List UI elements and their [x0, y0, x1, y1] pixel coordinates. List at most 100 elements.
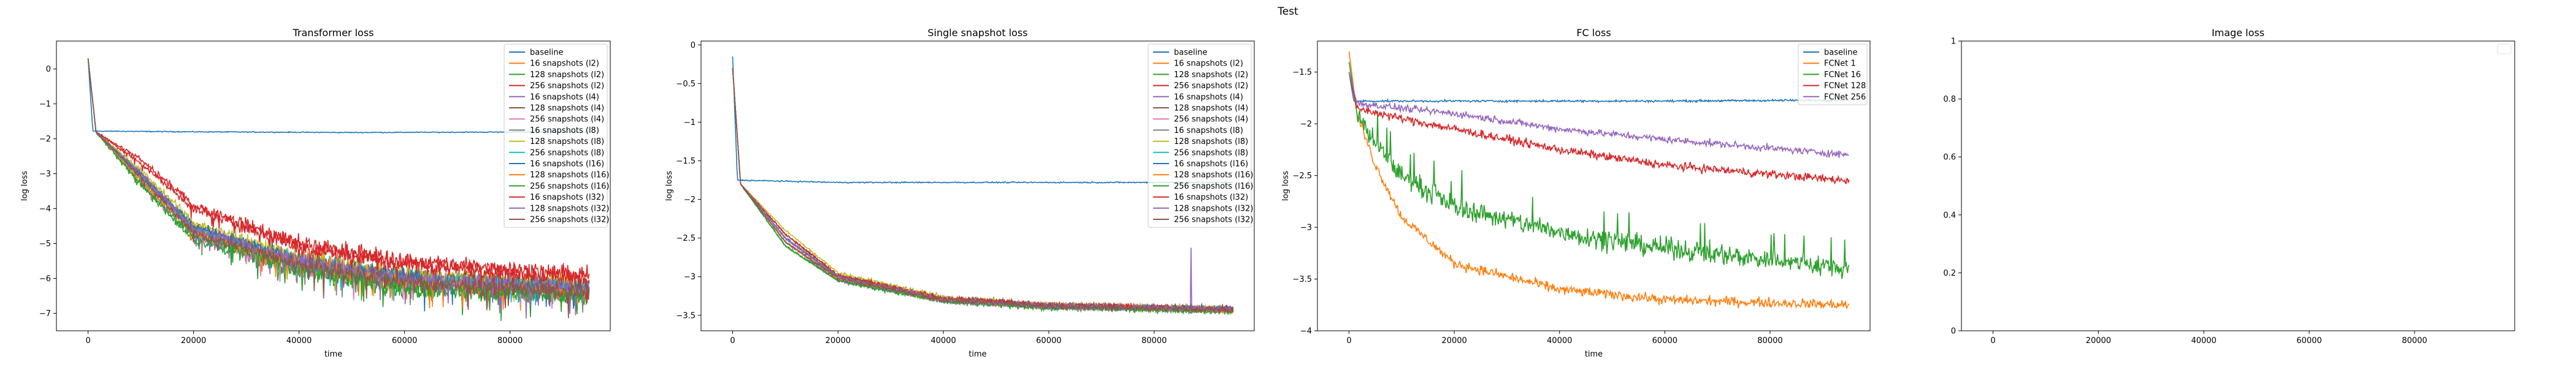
- y-tick-label: 0.6: [1943, 153, 1956, 162]
- x-axis-label: time: [1585, 350, 1603, 359]
- legend-label: FCNet 256: [1824, 92, 1866, 102]
- chart-panel-1: Transformer loss 0 20000 40000 60000 80000 −7 −…: [20, 27, 611, 359]
- legend-label: 128 snapshots (l16): [1174, 171, 1253, 180]
- chart-panel-2: Single snapshot loss 0 20000 40000 60000 8000…: [665, 27, 1255, 359]
- x-axis-label: time: [324, 350, 342, 359]
- y-tick-label: −3.5: [1292, 275, 1312, 284]
- x-tick-label: 40000: [2191, 336, 2216, 345]
- y-tick-label: −4: [39, 205, 51, 214]
- x-tick-label: 60000: [1036, 336, 1061, 345]
- y-axis-label: log loss: [665, 171, 674, 201]
- legend-label: 16 snapshots (l4): [1174, 92, 1243, 102]
- y-tick-label: 0: [691, 41, 696, 50]
- legend-label: baseline: [530, 48, 563, 58]
- axes-frame: [1317, 40, 1871, 331]
- legend-box-empty: [2497, 43, 2512, 55]
- legend-label: 128 snapshots (l4): [530, 104, 604, 113]
- series-group: [732, 56, 1234, 315]
- legend-label: 128 snapshots (l16): [530, 171, 609, 180]
- legend-box: [1798, 43, 1868, 105]
- x-tick-label: 80000: [2402, 336, 2427, 345]
- x-tick-label: 20000: [181, 336, 206, 345]
- legend-label: baseline: [1824, 48, 1857, 58]
- legend-label: 256 snapshots (l4): [530, 115, 604, 124]
- y-tick-label: 0: [46, 65, 51, 74]
- x-tick-label: 20000: [1441, 336, 1466, 345]
- x-tick-label: 40000: [286, 336, 312, 345]
- legend-label: 256 snapshots (l16): [1174, 182, 1253, 191]
- y-tick-label: −2: [684, 195, 696, 205]
- legend-label: 256 snapshots (l2): [530, 81, 604, 91]
- x-tick-label: 0: [730, 336, 735, 345]
- chart-title: Single snapshot loss: [927, 27, 1027, 39]
- legend-label: 128 snapshots (l32): [1174, 204, 1253, 213]
- y-tick-label: −0.5: [676, 80, 696, 89]
- legend-label: 256 snapshots (l32): [1174, 216, 1253, 225]
- y-tick-label: −2.5: [676, 234, 696, 243]
- x-tick-label: 0: [85, 336, 90, 345]
- x-tick-label: 40000: [1547, 336, 1572, 345]
- y-tick-label: −3: [39, 170, 51, 179]
- legend-label: 128 snapshots (l8): [1174, 137, 1248, 146]
- series-line: [1348, 61, 1850, 279]
- legend-label: 128 snapshots (l32): [530, 204, 609, 213]
- legend-label: 16 snapshots (l2): [530, 59, 599, 69]
- chart-panel-4: Image loss 0 20000 40000 60000 80000 0 0.2 0.4 0.…: [1943, 27, 2515, 345]
- y-tick-label: 0.2: [1943, 269, 1956, 278]
- series-line: [1348, 72, 1850, 104]
- x-tick-label: 40000: [930, 336, 956, 345]
- series-line: [1348, 72, 1850, 158]
- legend-label: 128 snapshots (l2): [1174, 70, 1248, 80]
- legend-label: 256 snapshots (l32): [530, 216, 609, 225]
- series-line: [732, 68, 1234, 315]
- x-tick-label: 20000: [2086, 336, 2111, 345]
- legend-box: [504, 43, 608, 228]
- legend-label: FCNet 128: [1824, 81, 1866, 91]
- y-tick-label: −2.5: [1292, 172, 1312, 181]
- x-tick-label: 60000: [1652, 336, 1677, 345]
- chart-panel-3: FC loss 0 20000 40000 60000 80000 −4 −3.5 −3 −2.5…: [1281, 27, 1871, 359]
- legend-box: [1148, 43, 1252, 228]
- legend-label: 256 snapshots (l4): [1174, 115, 1248, 124]
- x-tick-label: 80000: [1141, 336, 1167, 345]
- series-line: [1348, 51, 1850, 310]
- x-tick-label: 0: [1346, 336, 1351, 345]
- legend-label: 256 snapshots (l2): [1174, 81, 1248, 91]
- legend-label: 16 snapshots (l4): [530, 92, 599, 102]
- legend-label: 128 snapshots (l8): [530, 137, 604, 146]
- y-tick-label: −3: [684, 273, 696, 282]
- series-group: [1348, 51, 1850, 310]
- chart-title: Image loss: [2212, 27, 2264, 39]
- y-tick-label: −4: [1300, 327, 1312, 336]
- y-tick-label: −7: [39, 309, 51, 319]
- legend-label: 16 snapshots (l8): [530, 126, 599, 135]
- legend-label: baseline: [1174, 48, 1207, 58]
- x-tick-label: 20000: [826, 336, 851, 345]
- y-tick-label: −1: [39, 100, 51, 109]
- x-axis-label: time: [968, 350, 986, 359]
- series-line: [1348, 72, 1850, 185]
- y-tick-label: −2: [39, 135, 51, 144]
- legend-label: 256 snapshots (l16): [530, 182, 609, 191]
- figure-suptitle: Test: [1277, 6, 1298, 18]
- axes-frame: [56, 40, 611, 331]
- legend-label: FCNet 16: [1824, 70, 1861, 80]
- legend-label: 256 snapshots (l8): [530, 148, 604, 157]
- x-tick-label: 60000: [2296, 336, 2321, 345]
- x-tick-label: 80000: [497, 336, 523, 345]
- axes-frame: [1961, 40, 2515, 331]
- series-group: [87, 58, 590, 322]
- legend-label: 16 snapshots (l16): [1174, 160, 1248, 169]
- x-tick-label: 60000: [392, 336, 417, 345]
- chart-title: Transformer loss: [293, 27, 374, 39]
- y-axis-label: log loss: [1281, 171, 1290, 201]
- y-tick-label: 0.8: [1943, 95, 1956, 104]
- y-tick-label: −1.5: [1292, 68, 1312, 77]
- axes-frame: [700, 40, 1255, 331]
- legend-label: 128 snapshots (l4): [1174, 104, 1248, 113]
